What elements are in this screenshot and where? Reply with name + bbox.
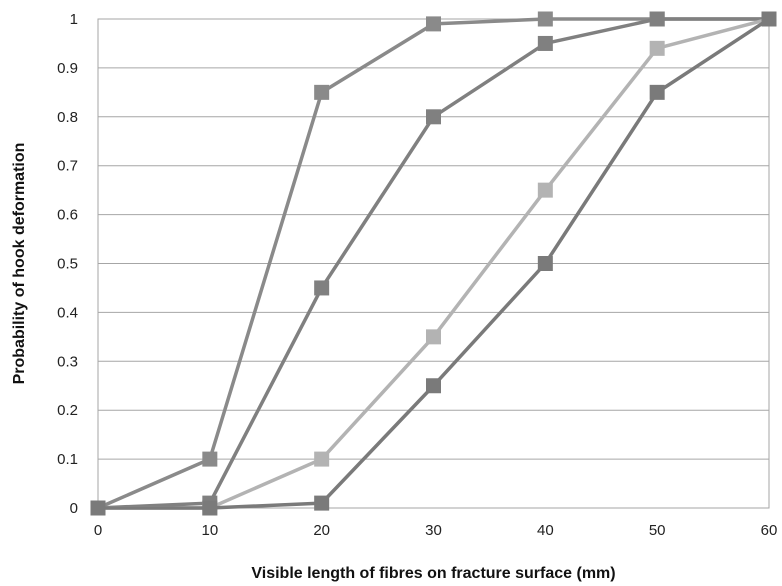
- data-point-marker: [426, 16, 441, 32]
- y-tick-label: 0.8: [57, 109, 78, 126]
- data-point-marker: [649, 84, 665, 100]
- data-point-marker: [90, 500, 106, 516]
- x-tick-label: 60: [761, 522, 778, 539]
- data-point-marker: [426, 109, 441, 125]
- x-tick-label: 40: [537, 522, 554, 539]
- y-tick-label: 0.5: [57, 256, 78, 273]
- series-4: [90, 11, 777, 516]
- x-tick-label: 50: [649, 522, 666, 539]
- series-layer: [90, 11, 777, 516]
- data-point-marker: [314, 451, 330, 467]
- data-point-marker: [537, 11, 553, 27]
- data-point-marker: [314, 84, 330, 100]
- grid: [98, 18, 769, 509]
- data-point-marker: [202, 500, 218, 516]
- y-tick-label: 0: [70, 500, 78, 517]
- y-tick-label: 0.1: [57, 451, 78, 468]
- data-point-marker: [426, 378, 441, 394]
- data-point-marker: [761, 11, 777, 27]
- y-tick-label: 0.3: [57, 353, 78, 370]
- x-tick-label: 20: [313, 522, 330, 539]
- data-point-marker: [537, 35, 553, 51]
- x-tick-label: 0: [94, 522, 102, 539]
- data-point-marker: [314, 495, 330, 511]
- y-tick-label: 0.7: [57, 158, 78, 175]
- data-point-marker: [202, 451, 218, 467]
- data-point-marker: [537, 182, 553, 198]
- x-tick-label: 30: [425, 522, 442, 539]
- data-point-marker: [649, 11, 665, 27]
- y-tick-label: 0.4: [57, 304, 78, 321]
- x-axis-title: Visible length of fibres on fracture sur…: [251, 565, 615, 582]
- x-axis-ticks: 0 10 20 30 40 50 60: [94, 522, 778, 539]
- y-axis-title: Probability of hook deformation: [11, 143, 28, 385]
- y-axis-ticks: 0 0.1 0.2 0.3 0.4 0.5 0.6 0.7 0.8 0.9 1: [57, 11, 78, 517]
- y-tick-label: 0.6: [57, 207, 78, 224]
- x-tick-label: 10: [201, 522, 218, 539]
- y-tick-label: 0.9: [57, 60, 78, 77]
- y-tick-label: 0.2: [57, 402, 78, 419]
- y-tick-label: 1: [70, 11, 78, 28]
- data-point-marker: [426, 329, 441, 345]
- data-point-marker: [537, 256, 553, 271]
- data-point-marker: [314, 280, 330, 296]
- data-point-marker: [649, 40, 665, 56]
